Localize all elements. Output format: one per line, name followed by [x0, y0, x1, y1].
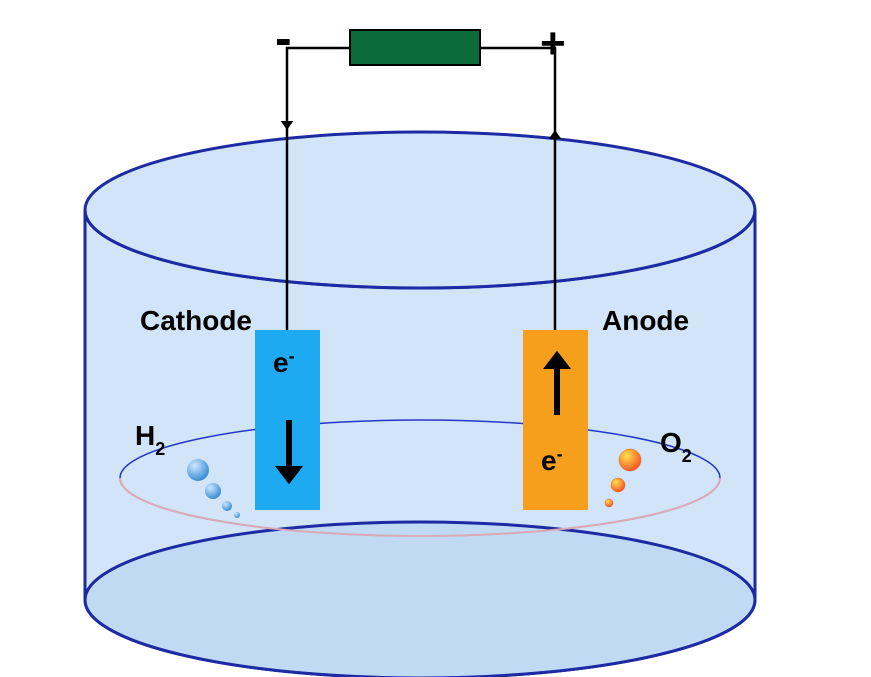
cathode-label: Cathode	[140, 305, 252, 336]
battery	[350, 30, 480, 65]
terminal-minus-label: -	[275, 10, 292, 66]
anode-label: Anode	[602, 305, 689, 336]
beaker	[85, 132, 755, 677]
electrolysis-diagram: - + Cathode Anode e- e- H2 O2	[0, 0, 871, 677]
terminal-plus-label: +	[540, 19, 566, 68]
